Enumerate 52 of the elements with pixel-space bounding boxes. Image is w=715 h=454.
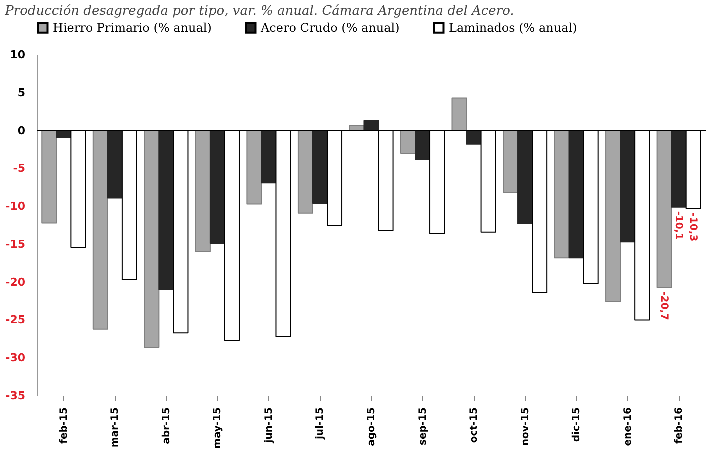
bar xyxy=(518,130,534,224)
bar xyxy=(620,130,636,243)
bar xyxy=(298,130,314,214)
y-tick-label: 5 xyxy=(18,86,26,100)
x-tick-label: may-15 xyxy=(212,407,224,449)
bar xyxy=(568,130,584,259)
data-label: -10,3 xyxy=(688,212,699,242)
bar xyxy=(92,130,108,330)
bar xyxy=(261,130,277,184)
bar xyxy=(144,130,160,348)
data-label: -10,1 xyxy=(673,211,684,240)
x-tick-label: jul-15 xyxy=(315,407,326,441)
data-label: -20,7 xyxy=(658,292,670,321)
bar xyxy=(246,130,262,205)
x-tick-label: sep-15 xyxy=(418,407,429,446)
x-tick-label: ene-16 xyxy=(622,407,634,446)
y-tick-label: 10 xyxy=(10,48,26,62)
legend-label: Acero Crudo (% anual) xyxy=(260,21,400,36)
bar xyxy=(503,130,519,194)
x-tick-label: feb-15 xyxy=(58,407,70,444)
bar xyxy=(415,130,431,160)
y-tick-label: -25 xyxy=(6,314,26,327)
x-tick-label: oct-15 xyxy=(469,407,480,444)
legend-label: Hierro Primario (% anual) xyxy=(53,21,212,36)
y-tick-label: -35 xyxy=(6,390,26,402)
bar xyxy=(210,130,226,244)
y-tick-label: -10 xyxy=(6,200,26,214)
y-tick-label: 0 xyxy=(18,124,26,138)
bar xyxy=(554,130,570,259)
x-tick-label: feb-16 xyxy=(674,407,686,444)
x-tick-label: dic-15 xyxy=(572,407,583,442)
chart-title: Producción desagregada por tipo, var. % anual. Cámara Argentina del Acero. xyxy=(4,4,514,19)
x-tick-label: abr-15 xyxy=(161,407,172,444)
y-tick-label: -5 xyxy=(13,162,26,176)
x-tick-label: nov-15 xyxy=(520,407,532,446)
bar xyxy=(671,130,687,208)
y-tick-label: -30 xyxy=(6,352,26,365)
bar xyxy=(195,130,211,253)
y-tick-label: -15 xyxy=(6,238,26,251)
x-tick-label: ago-15 xyxy=(366,407,378,446)
bar xyxy=(107,130,123,199)
bar xyxy=(158,130,174,290)
bar xyxy=(364,120,380,132)
bar xyxy=(452,98,468,132)
bar xyxy=(312,130,328,204)
bar xyxy=(606,130,622,303)
x-tick-label: jun-15 xyxy=(264,407,275,444)
x-tick-label: mar-15 xyxy=(110,407,122,448)
bar xyxy=(656,130,672,288)
bar xyxy=(42,130,58,224)
legend-label: Laminados (% anual) xyxy=(449,21,578,36)
y-tick-label: -20 xyxy=(6,276,26,289)
